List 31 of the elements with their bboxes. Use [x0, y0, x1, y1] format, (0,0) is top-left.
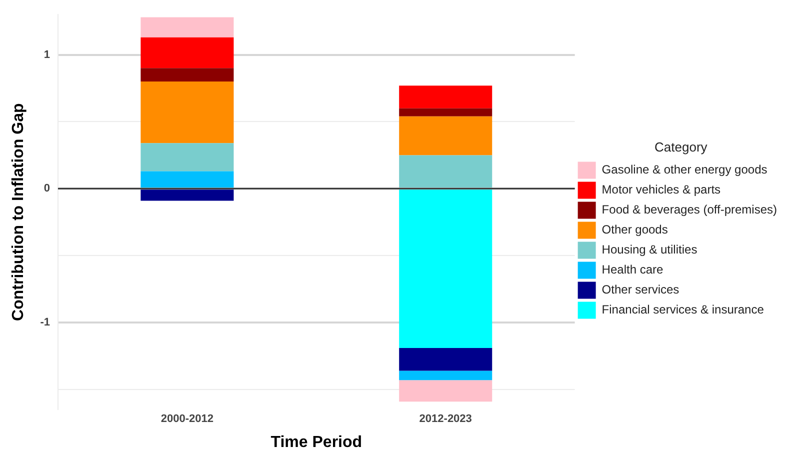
y-tick-label: 1 [44, 48, 50, 61]
bar [140, 143, 234, 172]
bar [399, 155, 492, 188]
x-tick-label: 2012-2023 [419, 413, 472, 426]
y-axis-title: Contribution to Inflation Gap [10, 103, 28, 321]
bar [399, 108, 492, 116]
bar [140, 82, 234, 144]
legend-label: Health care [602, 262, 664, 277]
legend-label: Other services [602, 282, 680, 297]
bar [399, 380, 492, 402]
bar [399, 348, 492, 371]
y-tick-label: 0 [44, 182, 50, 195]
bar [399, 190, 492, 348]
x-axis-title: Time Period [270, 434, 362, 451]
bar [140, 17, 234, 38]
bar [140, 68, 234, 82]
legend-label: Gasoline & other energy goods [602, 162, 768, 177]
legend-label: Housing & utilities [602, 242, 698, 257]
bar [140, 190, 234, 201]
legend-label: Food & beverages (off-premises) [602, 202, 778, 217]
bar [399, 86, 492, 108]
bar [399, 116, 492, 156]
bar [140, 171, 234, 188]
legend-label: Other goods [602, 222, 668, 237]
x-tick-label: 2000-2012 [160, 413, 214, 426]
legend-label: Financial services & insurance [602, 302, 764, 317]
y-tick-label: -1 [40, 316, 50, 329]
legend-label: Motor vehicles & parts [602, 182, 721, 197]
bar [140, 37, 234, 68]
bar [399, 370, 492, 380]
legend-title: Category [654, 139, 708, 154]
